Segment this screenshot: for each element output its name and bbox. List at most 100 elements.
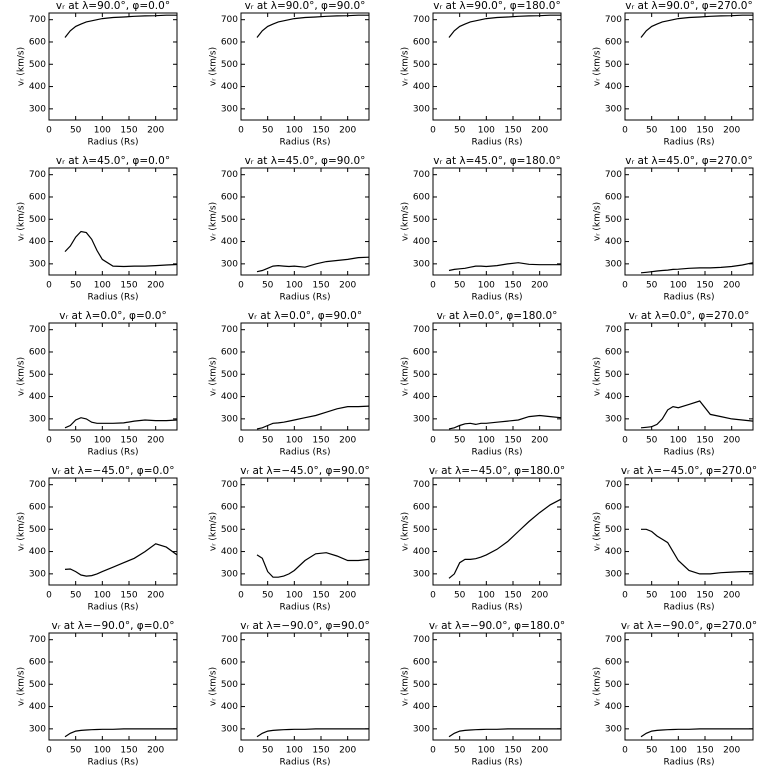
y-tick-label: 500 xyxy=(29,525,46,535)
y-tick-label: 500 xyxy=(221,370,238,380)
x-tick-label: 50 xyxy=(70,591,82,601)
x-tick-label: 150 xyxy=(312,126,329,136)
y-tick-label: 500 xyxy=(413,60,430,70)
x-tick-label: 50 xyxy=(70,281,82,291)
x-axis-label: Radius (Rs) xyxy=(471,138,522,148)
panel-title: vᵣ at λ=90.0°, φ=180.0° xyxy=(433,0,561,12)
plot-frame xyxy=(240,477,370,586)
x-tick-label: 200 xyxy=(147,591,164,601)
x-tick-label: 200 xyxy=(723,281,740,291)
y-tick-label: 700 xyxy=(221,635,238,645)
y-tick-label: 600 xyxy=(605,347,622,357)
x-axis-label: Radius (Rs) xyxy=(87,293,138,303)
x-tick-label: 200 xyxy=(531,746,548,756)
x-tick-label: 200 xyxy=(723,591,740,601)
y-tick-label: 700 xyxy=(605,480,622,490)
y-axis-label: vᵣ (km/s) xyxy=(17,667,27,706)
x-tick-label: 0 xyxy=(238,436,244,446)
y-tick-label: 400 xyxy=(413,702,430,712)
x-axis-label: Radius (Rs) xyxy=(663,293,714,303)
y-tick-label: 300 xyxy=(605,569,622,579)
x-axis-label: Radius (Rs) xyxy=(279,603,330,613)
x-tick-label: 100 xyxy=(94,591,111,601)
y-tick-label: 300 xyxy=(605,259,622,269)
x-tick-label: 50 xyxy=(70,126,82,136)
panel-title: vᵣ at λ=−90.0°, φ=90.0° xyxy=(240,620,370,632)
x-tick-label: 0 xyxy=(622,126,628,136)
x-axis-label: Radius (Rs) xyxy=(471,293,522,303)
data-line xyxy=(448,262,561,272)
x-tick-label: 100 xyxy=(670,281,687,291)
x-tick-label: 150 xyxy=(504,281,521,291)
panel-title: vᵣ at λ=0.0°, φ=90.0° xyxy=(248,310,362,322)
y-axis-label: vᵣ (km/s) xyxy=(17,202,27,241)
x-tick-label: 100 xyxy=(286,281,303,291)
x-tick-label: 150 xyxy=(696,126,713,136)
x-axis-label: Radius (Rs) xyxy=(279,448,330,458)
y-tick-label: 600 xyxy=(221,657,238,667)
x-tick-label: 0 xyxy=(46,281,52,291)
x-tick-label: 0 xyxy=(622,746,628,756)
x-tick-label: 200 xyxy=(147,746,164,756)
x-tick-label: 150 xyxy=(120,591,137,601)
panel-title: vᵣ at λ=−45.0°, φ=180.0° xyxy=(429,465,565,477)
x-tick-label: 0 xyxy=(238,746,244,756)
x-tick-label: 150 xyxy=(696,436,713,446)
y-tick-label: 500 xyxy=(605,215,622,225)
y-tick-label: 700 xyxy=(413,635,430,645)
panel-title: vᵣ at λ=−45.0°, φ=0.0° xyxy=(52,465,175,477)
y-tick-label: 700 xyxy=(29,480,46,490)
y-tick-label: 400 xyxy=(605,392,622,402)
x-tick-label: 0 xyxy=(238,591,244,601)
y-axis-label: vᵣ (km/s) xyxy=(401,47,411,86)
x-tick-label: 100 xyxy=(670,746,687,756)
y-tick-label: 500 xyxy=(413,680,430,690)
data-line xyxy=(640,728,753,738)
x-tick-label: 150 xyxy=(312,436,329,446)
y-tick-label: 700 xyxy=(413,15,430,25)
x-tick-label: 0 xyxy=(622,436,628,446)
y-axis-label: vᵣ (km/s) xyxy=(209,512,219,551)
x-tick-label: 150 xyxy=(696,281,713,291)
x-tick-label: 200 xyxy=(531,126,548,136)
x-tick-label: 100 xyxy=(670,436,687,446)
y-tick-label: 400 xyxy=(605,82,622,92)
x-tick-label: 200 xyxy=(723,126,740,136)
x-axis-label: Radius (Rs) xyxy=(663,758,714,768)
y-tick-label: 300 xyxy=(605,104,622,114)
x-axis-label: Radius (Rs) xyxy=(279,758,330,768)
plot-frame xyxy=(624,12,754,121)
x-tick-label: 50 xyxy=(454,436,466,446)
panel-title: vᵣ at λ=90.0°, φ=0.0° xyxy=(56,0,170,12)
y-tick-label: 400 xyxy=(413,237,430,247)
plot-frame xyxy=(624,322,754,431)
data-line xyxy=(640,262,754,274)
y-tick-label: 300 xyxy=(29,104,46,114)
plot-frame xyxy=(432,322,562,431)
y-axis-label: vᵣ (km/s) xyxy=(17,357,27,396)
x-tick-label: 0 xyxy=(46,591,52,601)
data-line xyxy=(64,14,177,38)
x-tick-label: 0 xyxy=(238,281,244,291)
y-tick-label: 700 xyxy=(221,325,238,335)
data-line xyxy=(256,405,370,430)
y-axis-label: vᵣ (km/s) xyxy=(593,202,603,241)
x-tick-label: 150 xyxy=(504,591,521,601)
panel-title: vᵣ at λ=−90.0°, φ=180.0° xyxy=(429,620,565,632)
y-tick-label: 400 xyxy=(413,82,430,92)
x-tick-label: 200 xyxy=(147,126,164,136)
y-tick-label: 400 xyxy=(605,702,622,712)
data-line xyxy=(64,543,178,577)
y-axis-label: vᵣ (km/s) xyxy=(209,667,219,706)
y-tick-label: 700 xyxy=(29,635,46,645)
y-tick-label: 600 xyxy=(29,347,46,357)
y-tick-label: 700 xyxy=(605,325,622,335)
y-tick-label: 300 xyxy=(413,259,430,269)
panel-title: vᵣ at λ=0.0°, φ=270.0° xyxy=(629,310,750,322)
x-tick-label: 50 xyxy=(262,746,274,756)
x-tick-label: 150 xyxy=(120,746,137,756)
y-tick-label: 600 xyxy=(413,347,430,357)
y-tick-label: 500 xyxy=(413,215,430,225)
x-tick-label: 150 xyxy=(312,746,329,756)
